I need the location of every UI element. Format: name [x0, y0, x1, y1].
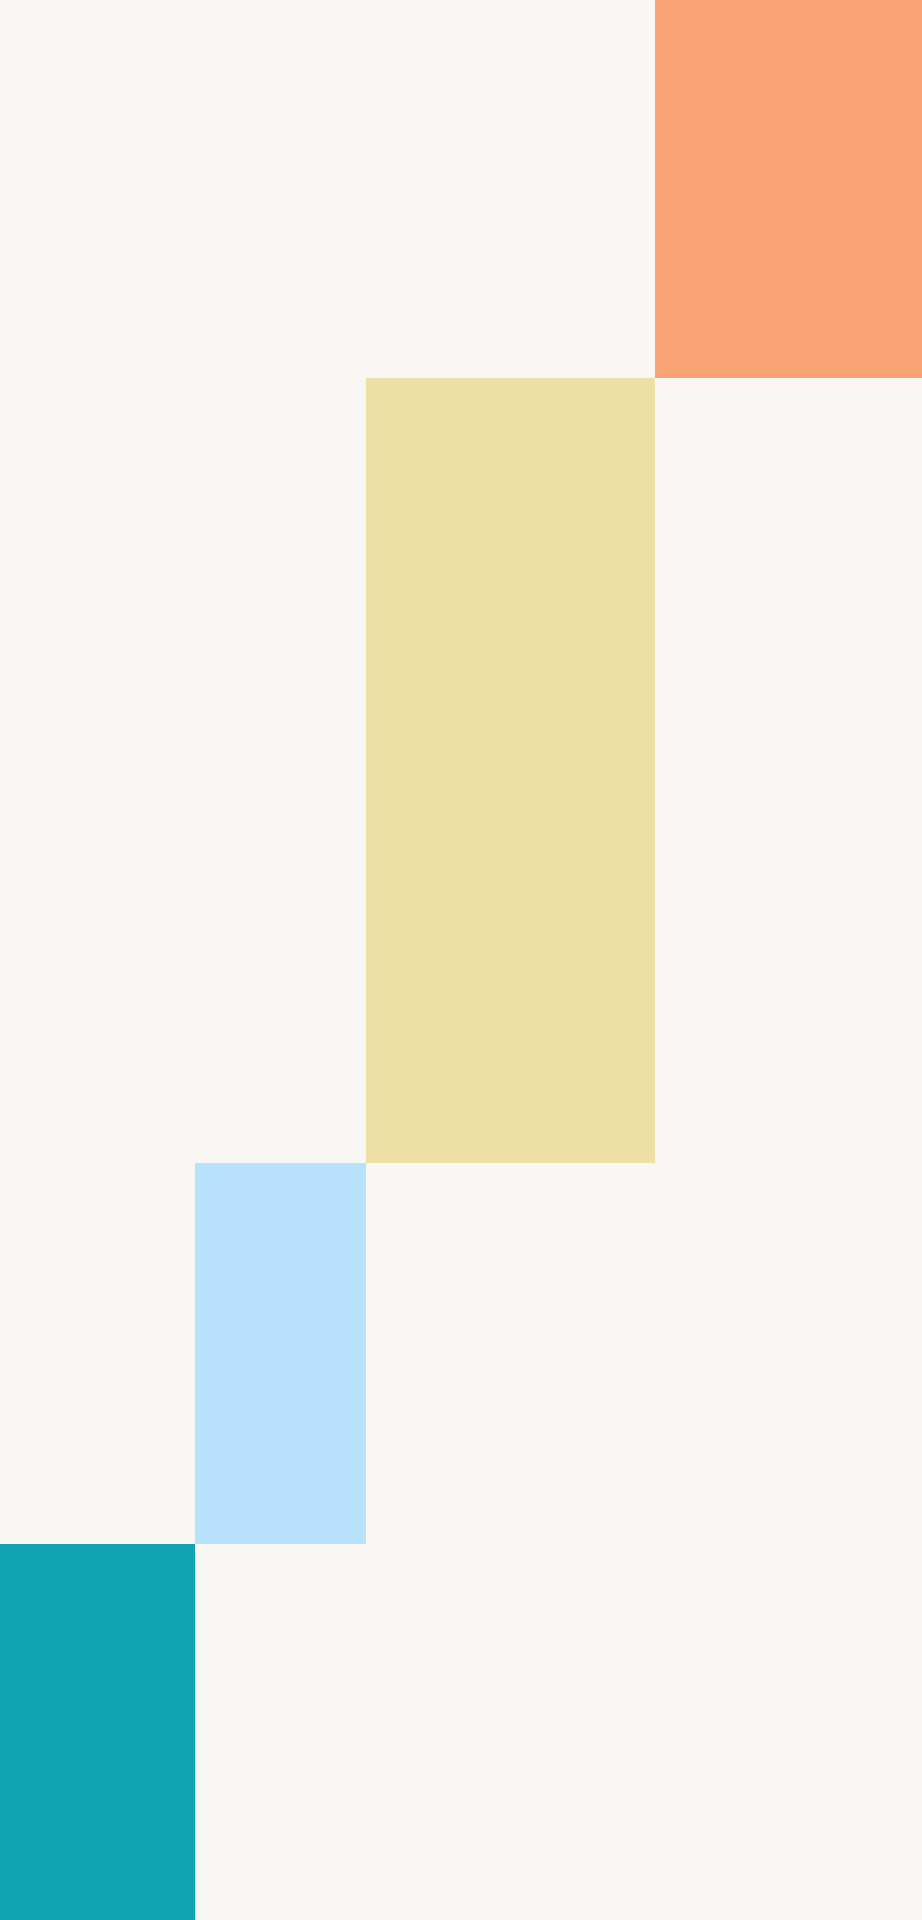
orange-block — [655, 0, 922, 378]
teal-block — [0, 1544, 195, 1920]
yellow-block — [366, 378, 655, 1163]
light-blue-block — [195, 1163, 366, 1544]
